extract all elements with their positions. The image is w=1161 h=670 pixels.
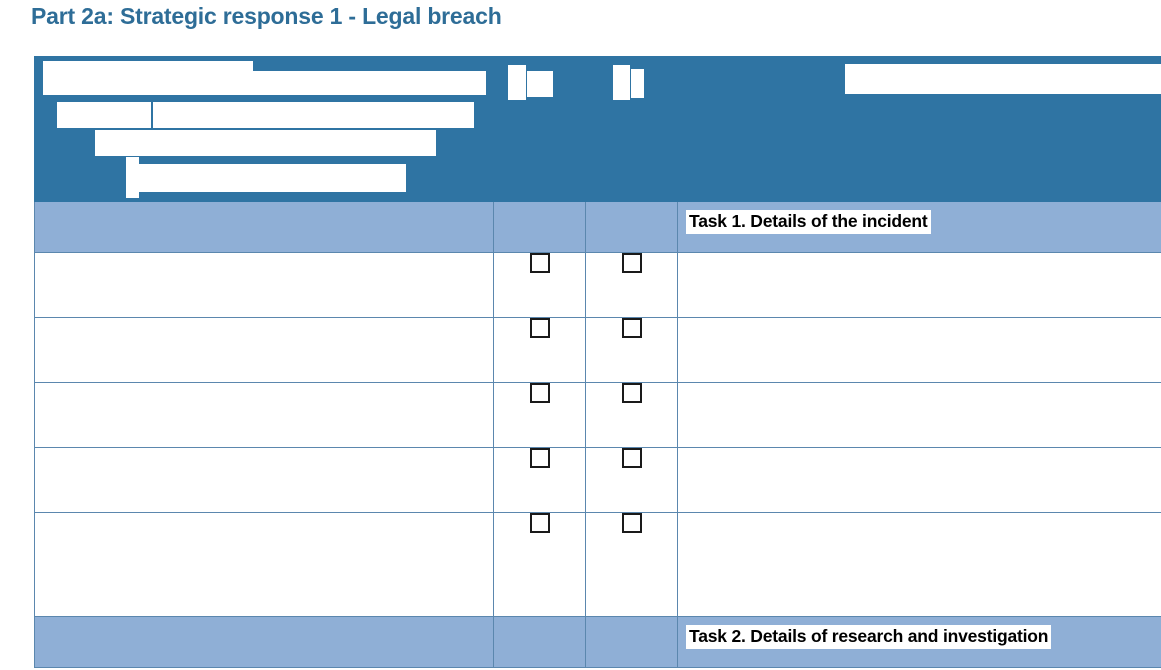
- redaction-block: [613, 65, 630, 100]
- redaction-block: [508, 65, 526, 100]
- checkbox-icon[interactable]: [621, 513, 642, 533]
- task-2-checkbox-2-cell: [585, 616, 678, 668]
- task-2-checkbox-1-cell: [493, 616, 586, 668]
- redaction-block: [95, 130, 436, 156]
- row-4-checkbox-1-cell[interactable]: [493, 447, 586, 513]
- table-row: [34, 382, 1161, 448]
- row-1-notes[interactable]: [677, 252, 1161, 318]
- redaction-block: [43, 61, 253, 95]
- table-row: [34, 447, 1161, 513]
- row-5-description[interactable]: [34, 512, 494, 617]
- redaction-block: [153, 102, 474, 128]
- redaction-block: [126, 157, 139, 198]
- checkbox-icon[interactable]: [529, 448, 550, 468]
- task-band-row-2: Task 2. Details of research and investig…: [34, 616, 1161, 668]
- redaction-block: [527, 71, 553, 97]
- row-3-checkbox-1-cell[interactable]: [493, 382, 586, 448]
- row-3-notes[interactable]: [677, 382, 1161, 448]
- header-cell-checkbox-2: [585, 56, 678, 202]
- task-1-label-cell: Task 1. Details of the incident: [677, 201, 1161, 253]
- header-cell-checkbox-1: [493, 56, 586, 202]
- checkbox-icon[interactable]: [621, 318, 642, 338]
- task-2-label: Task 2. Details of research and investig…: [686, 625, 1052, 650]
- row-1-checkbox-1-cell[interactable]: [493, 252, 586, 318]
- checkbox-icon[interactable]: [621, 383, 642, 403]
- row-5-notes[interactable]: [677, 512, 1161, 617]
- response-table: Task 1. Details of the incident: [34, 56, 1161, 668]
- redaction-block: [139, 164, 406, 192]
- row-4-description[interactable]: [34, 447, 494, 513]
- task-1-description-cell: [34, 201, 494, 253]
- row-2-checkbox-1-cell[interactable]: [493, 317, 586, 383]
- redaction-block: [245, 71, 486, 95]
- row-5-checkbox-1-cell[interactable]: [493, 512, 586, 617]
- row-2-checkbox-2-cell[interactable]: [585, 317, 678, 383]
- header-cell-notes: [677, 56, 1161, 202]
- table-row: [34, 252, 1161, 318]
- checkbox-icon[interactable]: [529, 383, 550, 403]
- checkbox-icon[interactable]: [621, 253, 642, 273]
- redaction-block: [57, 102, 151, 128]
- task-band-row-1: Task 1. Details of the incident: [34, 201, 1161, 253]
- table-row: [34, 512, 1161, 617]
- task-2-label-cell: Task 2. Details of research and investig…: [677, 616, 1161, 668]
- row-3-checkbox-2-cell[interactable]: [585, 382, 678, 448]
- task-1-checkbox-2-cell: [585, 201, 678, 253]
- row-5-checkbox-2-cell[interactable]: [585, 512, 678, 617]
- row-4-checkbox-2-cell[interactable]: [585, 447, 678, 513]
- row-3-description[interactable]: [34, 382, 494, 448]
- table-header-row: [34, 56, 1161, 202]
- row-1-description[interactable]: [34, 252, 494, 318]
- row-2-notes[interactable]: [677, 317, 1161, 383]
- checkbox-icon[interactable]: [529, 513, 550, 533]
- row-2-description[interactable]: [34, 317, 494, 383]
- page-title: Part 2a: Strategic response 1 - Legal br…: [31, 3, 502, 29]
- header-cell-description: [34, 56, 494, 202]
- row-1-checkbox-2-cell[interactable]: [585, 252, 678, 318]
- checkbox-icon[interactable]: [621, 448, 642, 468]
- checkbox-icon[interactable]: [529, 253, 550, 273]
- task-1-label: Task 1. Details of the incident: [686, 210, 931, 235]
- task-2-description-cell: [34, 616, 494, 668]
- redaction-block: [631, 69, 644, 98]
- redaction-block: [845, 64, 1161, 94]
- task-1-checkbox-1-cell: [493, 201, 586, 253]
- table-row: [34, 317, 1161, 383]
- row-4-notes[interactable]: [677, 447, 1161, 513]
- checkbox-icon[interactable]: [529, 318, 550, 338]
